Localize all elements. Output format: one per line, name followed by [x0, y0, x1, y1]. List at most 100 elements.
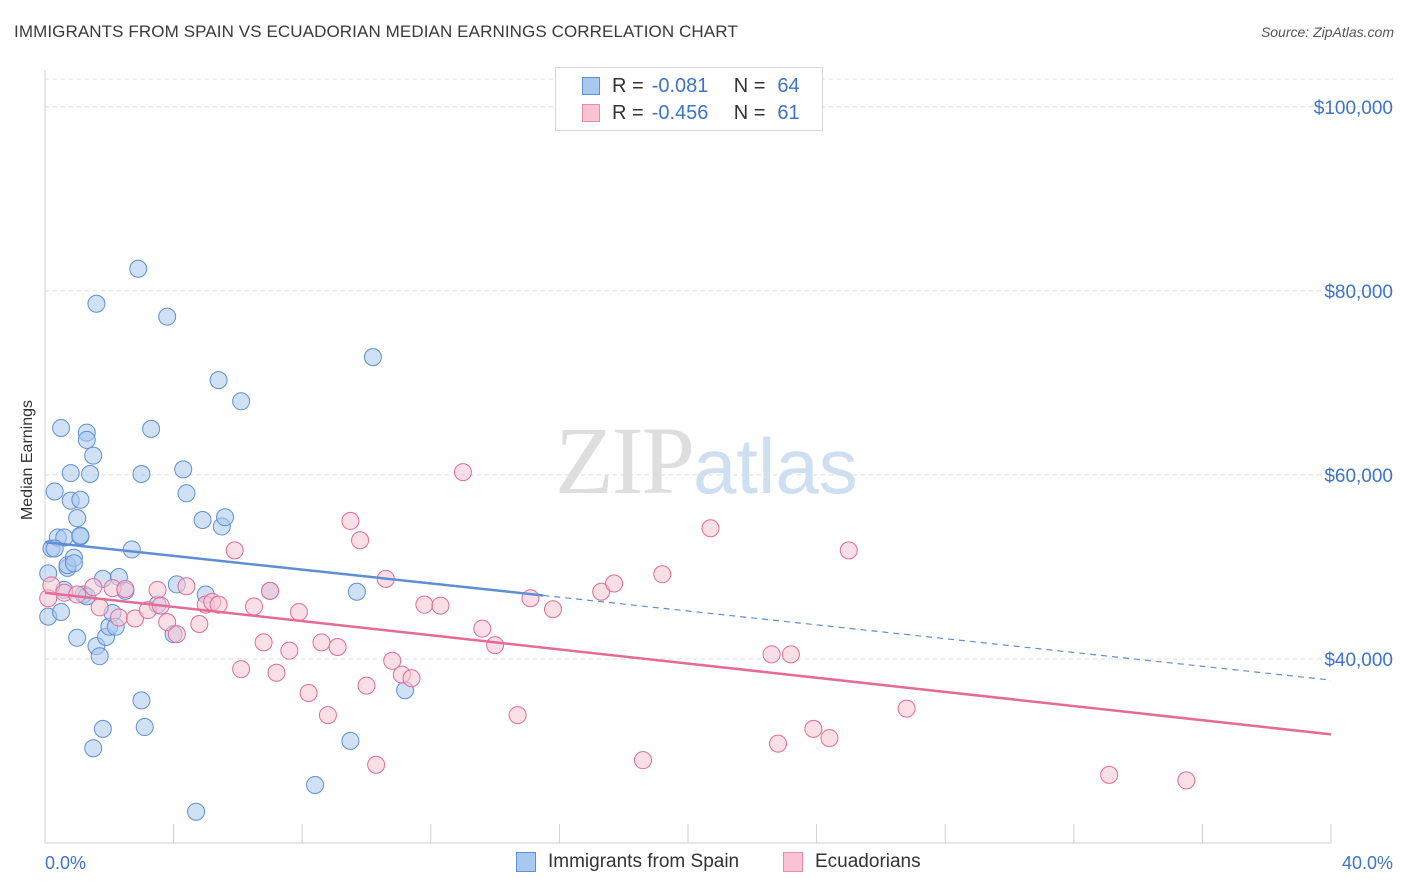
- spain-point: [90, 647, 109, 666]
- spain-point: [142, 419, 161, 438]
- ecuadorian-point: [431, 596, 450, 615]
- ecuadorian-point: [267, 663, 286, 682]
- legend-label-ecuadorians: Ecuadorians: [815, 851, 921, 872]
- legend-n-value: 64: [777, 74, 800, 97]
- spain-point: [64, 554, 83, 573]
- ecuadorian-point: [383, 651, 402, 670]
- data-points: [39, 259, 1196, 821]
- spain-point: [132, 464, 151, 483]
- y-tick-label: $40,000: [1324, 650, 1393, 671]
- ecuadorian-point: [341, 511, 360, 530]
- spain-point: [87, 294, 106, 313]
- correlation-legend: R = -0.081 N = 64 R = -0.456 N = 61: [555, 67, 823, 131]
- ecuadorian-point: [781, 645, 800, 664]
- y-tick-label: $60,000: [1324, 466, 1393, 487]
- legend-n-label: N =: [733, 101, 766, 124]
- ecuadorian-point: [299, 684, 318, 703]
- spain-point: [193, 510, 212, 529]
- ecuadorian-point: [84, 578, 103, 597]
- spain-point: [81, 464, 100, 483]
- watermark-atlas: atlas: [693, 422, 858, 510]
- chart-source: Source: ZipAtlas.com: [1260, 24, 1394, 40]
- spain-point: [177, 484, 196, 503]
- legend-swatch-ecuadorians: [582, 104, 600, 122]
- ecuadorian-point: [543, 600, 562, 619]
- spain-point: [135, 718, 154, 737]
- ecuadorian-point: [312, 633, 331, 652]
- spain-point: [174, 460, 193, 479]
- ecuadorian-point: [116, 580, 135, 599]
- legend-swatch-spain: [582, 77, 600, 95]
- spain-point: [68, 628, 87, 647]
- spain-point: [52, 603, 71, 622]
- ecuadorian-point: [244, 597, 263, 616]
- spain-point: [84, 446, 103, 465]
- spain-point: [363, 348, 382, 367]
- x-tick-label: 0.0%: [45, 853, 86, 873]
- ecuadorian-point: [592, 582, 611, 601]
- spain-point: [77, 430, 96, 449]
- legend-n-value: 61: [777, 101, 800, 124]
- legend-swatch-spain: [516, 852, 536, 872]
- ecuadorian-point: [633, 751, 652, 770]
- ecuadorian-point: [167, 625, 186, 644]
- ecuadorian-point: [357, 676, 376, 695]
- ecuadorian-point: [486, 636, 505, 655]
- ecuadorian-point: [261, 581, 280, 600]
- legend-r-value: -0.081: [651, 74, 709, 97]
- spain-trend-line: [44, 540, 544, 597]
- spain-point: [122, 540, 141, 559]
- ecuadorian-point: [653, 565, 672, 584]
- legend-label-spain: Immigrants from Spain: [548, 851, 740, 872]
- ecuadorian-point: [1177, 771, 1196, 790]
- spain-trend-extension: [543, 594, 1332, 681]
- ecuadorian-point: [232, 660, 251, 679]
- ecuadorian-point: [318, 706, 337, 725]
- ecuadorian-point: [328, 637, 347, 656]
- ecuadorian-point: [804, 719, 823, 738]
- ecuadorian-point: [209, 595, 228, 614]
- axes: [44, 70, 1332, 844]
- spain-point: [216, 508, 235, 527]
- trend-lines: [44, 540, 1332, 736]
- spain-point: [158, 307, 177, 326]
- ecuadorian-point: [351, 531, 370, 550]
- watermark-zip: ZIP: [555, 407, 695, 514]
- ecuadorian-point: [839, 541, 858, 560]
- ecuadorian-point: [148, 580, 167, 599]
- ecuadorian-point: [190, 614, 209, 633]
- ecuadorian-point: [367, 755, 386, 774]
- spain-point: [45, 482, 64, 501]
- spain-point: [71, 526, 90, 545]
- ecuadorian-point: [769, 734, 788, 753]
- legend-r-label: R =: [612, 74, 644, 97]
- y-tick-label: $80,000: [1324, 282, 1393, 303]
- ecuadorian-point: [280, 641, 299, 660]
- ecuadorian-point: [762, 645, 781, 664]
- ecuadorian-point: [402, 669, 421, 688]
- legend-item-ecuadorians[interactable]: Ecuadorians: [783, 851, 921, 873]
- ecuadorian-point: [473, 619, 492, 638]
- legend-row-spain: R = -0.081 N = 64: [556, 73, 800, 99]
- spain-point: [52, 418, 71, 437]
- spain-point: [129, 259, 148, 278]
- ecuadorian-point: [177, 577, 196, 596]
- ecuadorian-point: [605, 574, 624, 593]
- spain-point: [84, 739, 103, 758]
- legend-r-label: R =: [612, 101, 644, 124]
- ecuadorian-point: [158, 613, 177, 632]
- ecuadorian-point: [415, 595, 434, 614]
- ecuadorian-point: [254, 633, 273, 652]
- spain-point: [347, 582, 366, 601]
- x-tick-label: 40.0%: [1342, 853, 1393, 873]
- ecuadorian-point: [109, 608, 128, 627]
- chart-title: IMMIGRANTS FROM SPAIN VS ECUADORIAN MEDI…: [14, 22, 738, 41]
- y-tick-label: $100,000: [1314, 98, 1393, 119]
- legend-r-value: -0.456: [651, 101, 709, 124]
- ecuadorian-point: [90, 598, 109, 617]
- legend-item-spain[interactable]: Immigrants from Spain: [516, 851, 739, 873]
- ecuadorian-point: [1100, 765, 1119, 784]
- spain-point: [61, 464, 80, 483]
- ecuadorian-point: [453, 463, 472, 482]
